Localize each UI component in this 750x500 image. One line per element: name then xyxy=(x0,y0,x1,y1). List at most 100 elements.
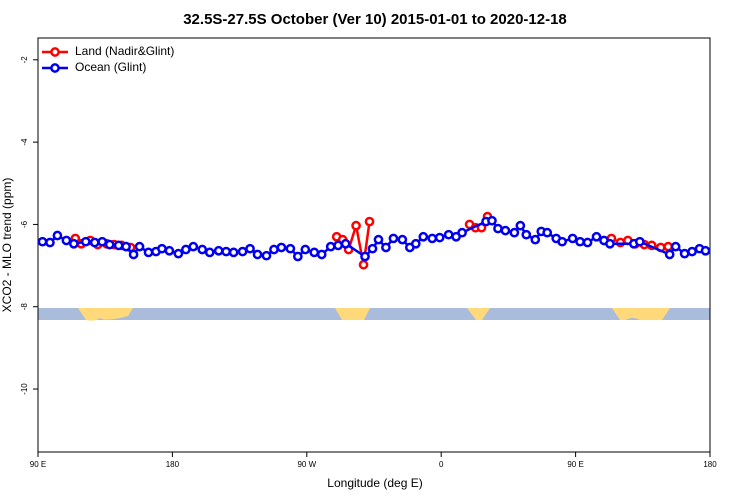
land-ocean-strip xyxy=(38,308,710,321)
data-point xyxy=(457,227,467,238)
data-point xyxy=(427,233,438,244)
data-point xyxy=(410,238,421,249)
data-point xyxy=(443,229,454,240)
data-point xyxy=(381,242,391,253)
data-point xyxy=(300,244,311,255)
data-point xyxy=(663,241,674,252)
land-region xyxy=(335,308,370,320)
data-point xyxy=(104,239,115,250)
data-point xyxy=(664,249,675,260)
data-point xyxy=(351,220,361,231)
land-region xyxy=(467,308,490,320)
data-point xyxy=(333,240,344,251)
data-point xyxy=(340,238,351,249)
data-point xyxy=(360,251,370,262)
data-point xyxy=(180,244,191,255)
data-point xyxy=(237,246,248,257)
data-point xyxy=(557,236,568,247)
data-point xyxy=(388,233,399,244)
data-point xyxy=(113,240,124,251)
data-point xyxy=(269,244,279,255)
data-point xyxy=(61,235,72,246)
y-tick-label: -8 xyxy=(20,303,29,311)
data-point xyxy=(173,248,184,259)
data-point xyxy=(358,259,369,270)
data-point xyxy=(515,220,526,231)
legend-label: Ocean (Glint) xyxy=(75,60,146,74)
data-point xyxy=(157,243,167,254)
data-point xyxy=(687,246,697,257)
data-point xyxy=(521,229,532,240)
legend-marker xyxy=(50,63,60,73)
data-point xyxy=(575,236,585,247)
y-axis-label: XCO2 - MLO trend (ppm) xyxy=(0,178,14,313)
x-tick-label: 180 xyxy=(166,460,180,469)
data-point xyxy=(204,247,215,258)
legend-marker xyxy=(50,47,60,57)
data-point xyxy=(188,241,199,252)
data-point xyxy=(605,238,615,249)
x-tick-label: 90 E xyxy=(30,460,46,469)
data-point xyxy=(164,245,175,256)
plot-frame xyxy=(37,37,711,453)
data-point xyxy=(670,241,681,252)
x-axis-label: Longitude (deg E) xyxy=(327,476,422,490)
data-point xyxy=(197,244,208,255)
data-point xyxy=(364,216,375,227)
data-point xyxy=(45,237,55,248)
data-point xyxy=(679,248,690,259)
data-point xyxy=(121,241,131,252)
data-point xyxy=(567,233,578,244)
y-tick-label: -6 xyxy=(20,220,29,228)
data-point xyxy=(37,236,48,247)
data-point xyxy=(213,245,224,256)
y-tick-label: -2 xyxy=(20,56,29,64)
x-tick-label: 90 E xyxy=(567,460,583,469)
data-point xyxy=(509,227,520,238)
y-tick-label: -10 xyxy=(20,383,29,395)
data-point xyxy=(97,236,108,247)
data-point xyxy=(582,237,593,248)
chart-title: 32.5S-27.5S October (Ver 10) 2015-01-01 … xyxy=(183,11,567,28)
ocean-strip xyxy=(38,308,710,320)
legend-label: Land (Nadir&Glint) xyxy=(75,44,174,58)
data-point xyxy=(397,234,408,245)
data-point xyxy=(316,249,327,260)
data-point xyxy=(285,243,296,254)
data-point xyxy=(221,246,232,257)
data-point xyxy=(542,227,553,238)
data-point xyxy=(530,234,541,245)
data-point xyxy=(261,250,272,261)
data-point xyxy=(89,237,100,248)
data-point xyxy=(68,238,79,249)
data-point xyxy=(80,236,91,247)
land-region xyxy=(612,308,670,320)
land-region xyxy=(78,308,133,321)
x-tick-label: 0 xyxy=(439,460,444,469)
data-point xyxy=(418,231,429,242)
data-point xyxy=(134,241,145,252)
data-point xyxy=(700,245,711,256)
data-point xyxy=(367,243,378,254)
x-tick-label: 180 xyxy=(703,460,717,469)
data-point xyxy=(128,249,139,260)
data-point xyxy=(292,251,303,262)
data-point xyxy=(500,225,511,236)
data-point xyxy=(487,215,497,226)
data-point xyxy=(309,247,320,258)
data-point xyxy=(434,232,445,243)
data-point xyxy=(493,223,503,234)
data-point xyxy=(228,247,239,258)
data-point xyxy=(245,243,255,254)
data-point xyxy=(634,236,645,247)
data-point xyxy=(52,230,63,241)
x-tick-label: 90 W xyxy=(297,460,316,469)
data-point xyxy=(325,241,336,252)
data-point xyxy=(143,247,154,258)
data-point xyxy=(252,249,263,260)
data-point xyxy=(373,234,384,245)
data-point xyxy=(591,231,602,242)
y-tick-label: -4 xyxy=(20,138,29,146)
data-point xyxy=(276,242,287,253)
